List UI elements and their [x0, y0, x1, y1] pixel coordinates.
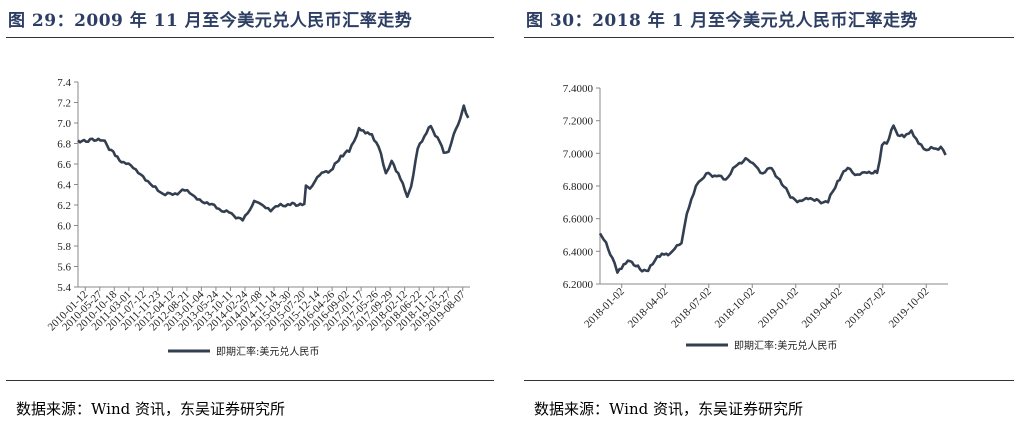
- exchange-rate-chart-since-2018: 6.2000 6.4000 6.6000 6.8000 7.0000 7.2000 7.40…: [563, 83, 948, 352]
- x-tick-label: 2018-01-02: [582, 286, 627, 331]
- legend-label: 即期汇率:美元兑人民币: [734, 339, 837, 352]
- x-tick-label: 2018-04-02: [626, 286, 671, 331]
- x-tick-label: 2018-10-02: [713, 286, 758, 331]
- source-rule: [524, 380, 1014, 381]
- x-tick-label: 2019-10-02: [887, 286, 932, 331]
- title-rule: [524, 37, 1014, 38]
- y-tick-label: 6.0: [57, 221, 71, 233]
- y-tick-label: 6.2000: [563, 279, 594, 291]
- x-tick-label: 2019-01-02: [756, 286, 801, 331]
- y-tick-label: 7.0000: [563, 148, 594, 160]
- x-tick-label: 2019-07-02: [843, 286, 888, 331]
- data-source-note: 数据来源：Wind 资讯，东吴证券研究所: [16, 400, 285, 418]
- figure-title: 图 30：2018 年 1 月至今美元兑人民币汇率走势: [526, 11, 918, 31]
- figure-29-panel: 图 29：2009 年 11 月至今美元兑人民币汇率走势 5.4 5.6 5.8 6.…: [0, 0, 500, 429]
- source-rule: [6, 380, 494, 381]
- y-tick-label: 5.4: [57, 282, 71, 294]
- y-tick-label: 7.0: [57, 118, 71, 130]
- y-tick-label: 6.8: [57, 139, 71, 151]
- series-line: [77, 104, 470, 222]
- y-tick-label: 7.4000: [563, 83, 594, 95]
- y-tick-label: 6.6000: [563, 214, 594, 226]
- y-tick-label: 6.4: [57, 180, 71, 192]
- title-rule: [6, 37, 494, 38]
- y-tick-label: 6.8000: [563, 181, 594, 193]
- y-tick-label: 5.8: [57, 241, 71, 253]
- data-source-note: 数据来源：Wind 资讯，东吴证券研究所: [534, 400, 803, 418]
- x-tick-label: 2019-04-02: [800, 286, 845, 331]
- y-tick-label: 7.4: [57, 77, 71, 89]
- y-tick-label: 7.2000: [563, 116, 594, 128]
- y-tick-label: 6.2: [57, 200, 71, 212]
- exchange-rate-chart-since-2009: 5.45.65.86.06.26.46.66.87.07.27.42010-01…: [46, 77, 470, 358]
- y-tick-label: 7.2: [57, 98, 71, 110]
- x-tick-label: 2018-07-02: [669, 286, 714, 331]
- y-tick-label: 5.6: [57, 262, 71, 274]
- legend-label: 即期汇率:美元兑人民币: [216, 345, 319, 358]
- y-tick-label: 6.4000: [563, 246, 594, 258]
- y-tick-label: 6.6: [57, 159, 71, 171]
- figure-title: 图 29：2009 年 11 月至今美元兑人民币汇率走势: [8, 11, 413, 31]
- figure-30-panel: 图 30：2018 年 1 月至今美元兑人民币汇率走势 6.2000 6.4000…: [518, 0, 1020, 429]
- series-line: [598, 124, 947, 274]
